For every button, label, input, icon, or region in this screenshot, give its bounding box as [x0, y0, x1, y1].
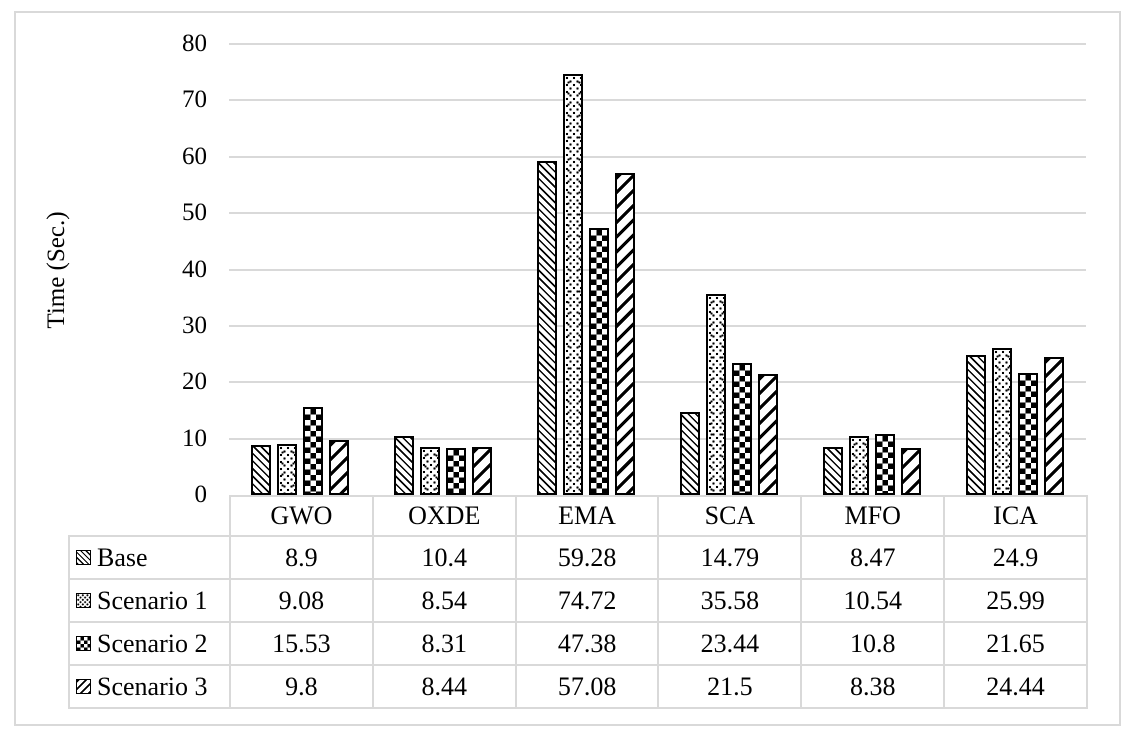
table-row: Base 8.9 10.4 59.28 14.79 8.47 24.9: [68, 535, 1088, 580]
bar-base-oxde: [394, 436, 415, 495]
gridline: [229, 155, 1086, 158]
legend-cell: Scenario 1: [68, 578, 231, 623]
y-tick-label: 30: [182, 312, 207, 339]
legend-key-icon: [76, 679, 91, 694]
data-table: GWO OXDE EMA SCA MFO ICA Base 8.9 10.4 59.28 14.79…: [68, 495, 1088, 709]
y-tick-label: 40: [182, 256, 207, 283]
bar-group-mfo: [800, 434, 943, 495]
gridline: [229, 43, 1086, 45]
bar-scenario-3-gwo: [329, 440, 350, 495]
legend-key-icon: [76, 636, 91, 651]
table-value-cell: 74.72: [514, 578, 660, 623]
bar-scenario-2-oxde: [446, 448, 467, 495]
table-category-cell: GWO: [229, 495, 374, 537]
table-value-cell: 8.47: [800, 535, 946, 580]
y-tick-label: 60: [182, 143, 207, 170]
legend-series-label: Base: [97, 542, 148, 572]
table-row: Scenario 2 15.53 8.31 47.38 23.44 10.8 21.65: [68, 621, 1088, 666]
gridline: [229, 324, 1086, 327]
bar-base-ica: [965, 355, 986, 495]
y-axis-title: Time (Sec.): [43, 211, 70, 329]
bar-base-ema: [537, 161, 558, 495]
legend-key-icon: [76, 550, 91, 565]
table-corner-cell: [69, 496, 230, 536]
table-value-cell: 21.65: [943, 621, 1088, 666]
legend-key-icon: [76, 593, 91, 608]
table-value-cell: 35.58: [657, 578, 803, 623]
table-value-cell: 9.08: [229, 578, 374, 623]
table-value-cell: 59.28: [514, 535, 660, 580]
y-tick-label: 20: [182, 368, 207, 395]
table-category-cell: MFO: [800, 495, 946, 537]
table-value-cell: 15.53: [229, 621, 374, 666]
legend-series-label: Scenario 1: [97, 585, 208, 615]
legend-series-label: Scenario 2: [97, 628, 208, 658]
bar-base-gwo: [251, 445, 272, 495]
table-value-cell: 47.38: [514, 621, 660, 666]
table-value-cell: 23.44: [657, 621, 803, 666]
gridline: [229, 437, 1086, 440]
bar-group-ema: [515, 74, 658, 495]
table-value-cell: 8.38: [800, 664, 946, 709]
legend-series-label: Scenario 3: [97, 671, 208, 701]
table-value-cell: 8.54: [371, 578, 517, 623]
table-value-cell: 14.79: [657, 535, 803, 580]
bar-scenario-2-gwo: [303, 407, 324, 495]
bar-scenario-1-mfo: [848, 436, 869, 495]
table-value-cell: 21.5: [657, 664, 803, 709]
bar-scenario-2-ema: [589, 228, 610, 495]
bar-base-sca: [679, 412, 700, 495]
bar-scenario-2-ica: [1017, 373, 1038, 495]
table-value-cell: 8.9: [229, 535, 374, 580]
table-value-cell: 10.8: [800, 621, 946, 666]
bar-scenario-1-ema: [563, 74, 584, 495]
gridline: [229, 268, 1086, 271]
y-tick-label: 10: [182, 425, 207, 452]
bar-scenario-3-oxde: [472, 447, 493, 495]
bar-scenario-1-sca: [705, 294, 726, 495]
bar-group-sca: [658, 294, 801, 495]
table-category-cell: OXDE: [371, 495, 517, 537]
gridline: [229, 381, 1086, 384]
bar-scenario-3-sca: [757, 374, 778, 495]
table-value-cell: 10.4: [371, 535, 517, 580]
bar-scenario-1-oxde: [420, 447, 441, 495]
legend-cell: Scenario 2: [68, 621, 231, 666]
bar-scenario-3-mfo: [900, 448, 921, 495]
bar-group-ica: [943, 348, 1086, 495]
table-value-cell: 24.44: [943, 664, 1088, 709]
table-category-cell: SCA: [657, 495, 803, 537]
bar-group-gwo: [229, 407, 372, 495]
bar-group-oxde: [372, 436, 515, 495]
legend-cell: Base: [68, 535, 231, 580]
bar-scenario-1-gwo: [277, 444, 298, 495]
bar-scenario-1-ica: [991, 348, 1012, 495]
y-tick-label: 50: [182, 199, 207, 226]
table-row: Scenario 3 9.8 8.44 57.08 21.5 8.38 24.44: [68, 664, 1088, 709]
y-tick-label: 70: [182, 86, 207, 113]
bar-scenario-2-sca: [731, 363, 752, 495]
gridline: [229, 212, 1086, 215]
table-value-cell: 57.08: [514, 664, 660, 709]
legend-cell: Scenario 3: [68, 664, 231, 709]
bar-scenario-3-ica: [1043, 357, 1064, 495]
table-category-cell: EMA: [514, 495, 660, 537]
table-category-cell: ICA: [943, 495, 1088, 537]
table-value-cell: 8.31: [371, 621, 517, 666]
bar-base-mfo: [822, 447, 843, 495]
table-row: Scenario 1 9.08 8.54 74.72 35.58 10.54 25.99: [68, 578, 1088, 623]
table-value-cell: 10.54: [800, 578, 946, 623]
table-value-cell: 8.44: [371, 664, 517, 709]
table-value-cell: 24.9: [943, 535, 1088, 580]
y-tick-label: 80: [182, 30, 207, 57]
y-tick-label: 0: [194, 481, 208, 508]
table-value-cell: 9.8: [229, 664, 374, 709]
table-value-cell: 25.99: [943, 578, 1088, 623]
bar-scenario-3-ema: [615, 173, 636, 495]
gridline: [229, 99, 1086, 102]
bar-scenario-2-mfo: [874, 434, 895, 495]
